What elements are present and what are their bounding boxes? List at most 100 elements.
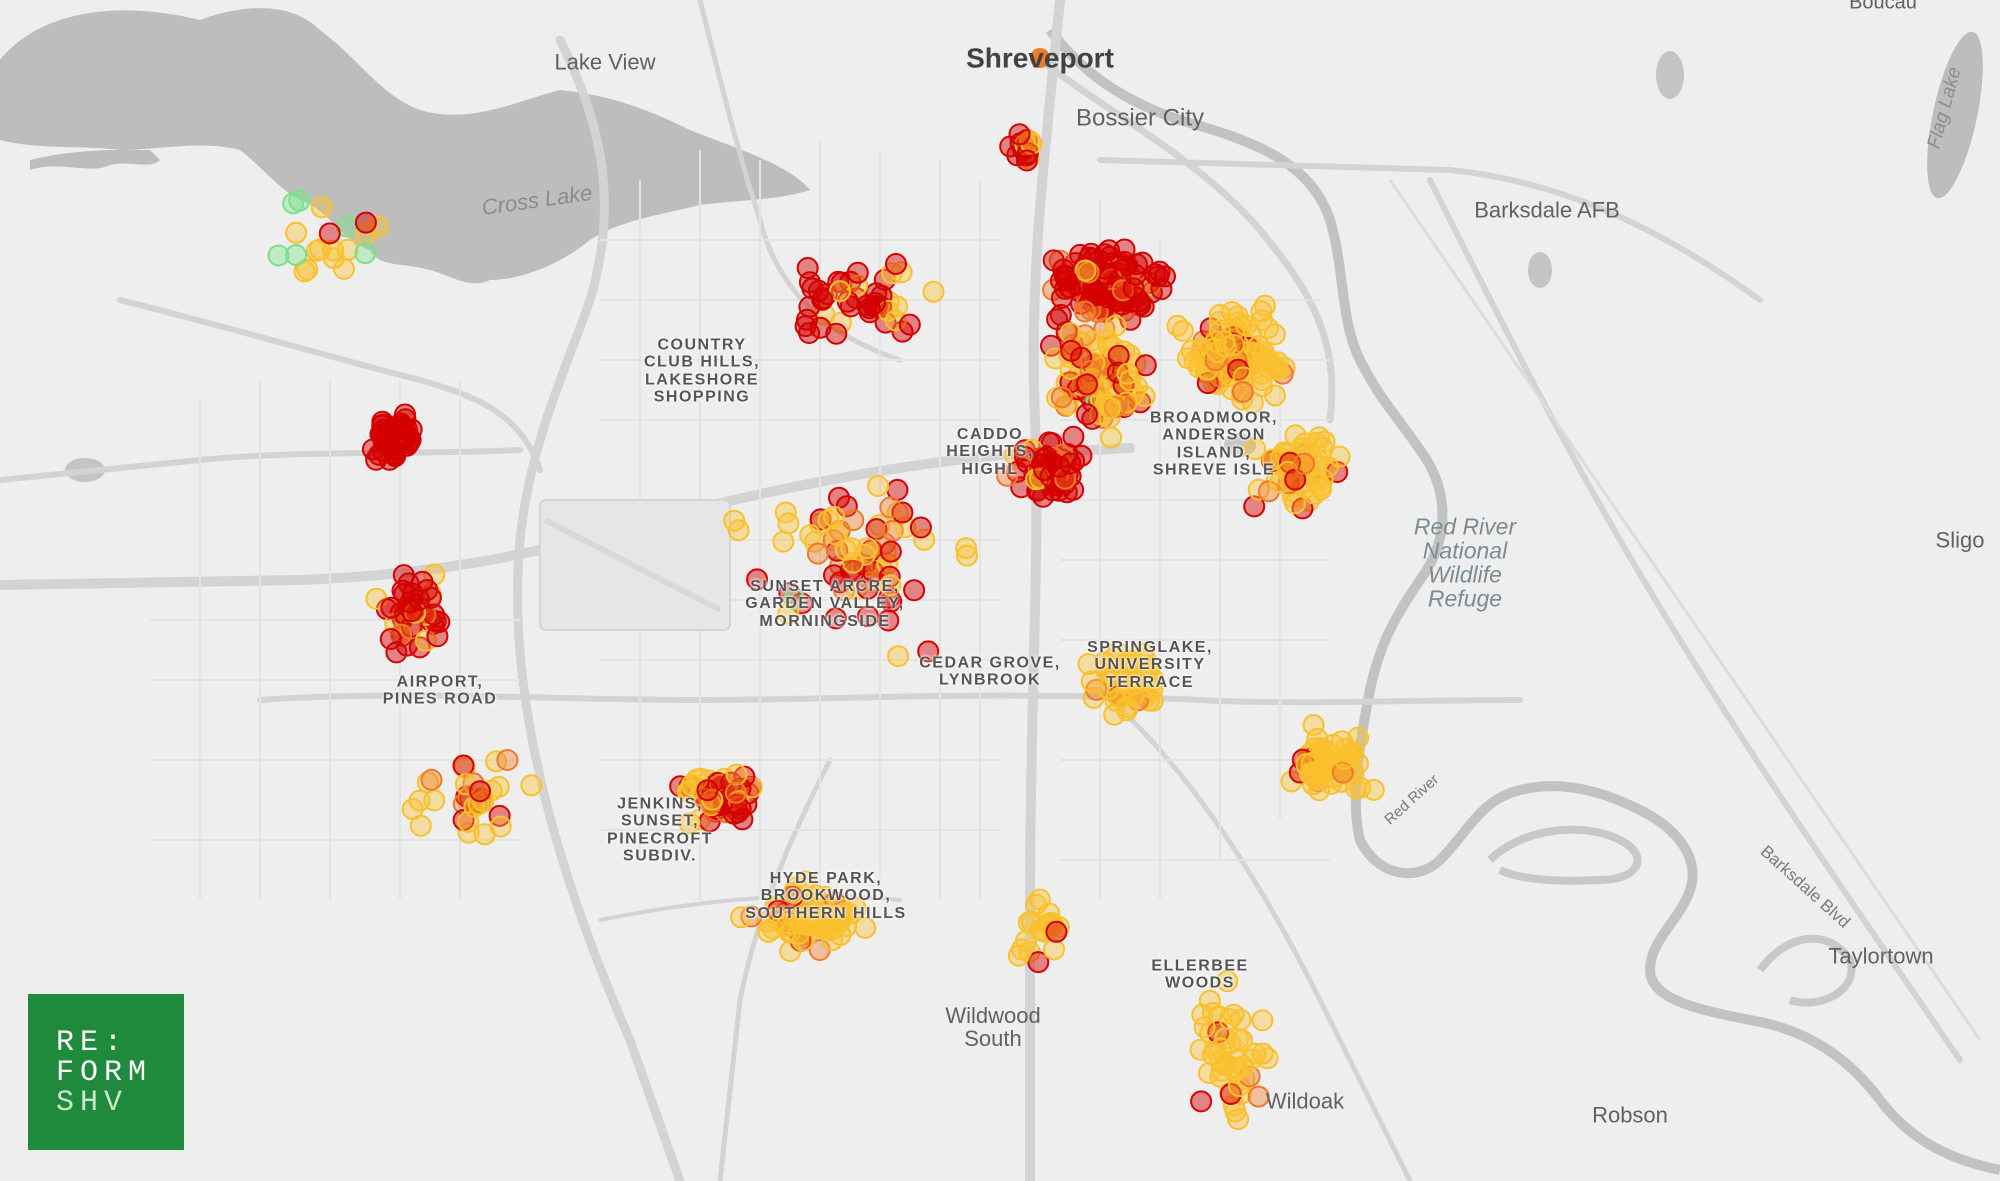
complaint-dot-moderate	[1305, 432, 1328, 454]
complaint-dot-critical	[1124, 263, 1147, 286]
complaint-dot-moderate	[1119, 369, 1141, 392]
reform-shv-logo: RE: FORM SHV	[28, 994, 184, 1150]
complaint-dot-moderate	[1103, 703, 1126, 726]
complaint-dot-critical	[1027, 951, 1050, 974]
red-river	[1046, 26, 2000, 1175]
complaint-dot-moderate	[922, 280, 945, 303]
complaint-dot-moderate	[310, 196, 333, 219]
complaint-dot-moderate	[794, 889, 817, 912]
river-oxbow	[1756, 934, 1856, 1007]
complaint-dot-moderate	[285, 221, 308, 244]
complaint-dot-critical	[385, 641, 408, 664]
complaint-dot-critical	[811, 288, 834, 311]
complaint-dot-high	[724, 781, 747, 804]
complaint-dot-moderate	[457, 810, 480, 833]
complaint-dot-high	[1257, 480, 1280, 503]
complaint-dot-critical	[877, 609, 900, 632]
complaint-dot-moderate	[853, 543, 876, 566]
complaint-dot-high	[1247, 1085, 1270, 1108]
complaint-dot-critical	[1076, 403, 1098, 426]
label-red-river-refuge: Red River National Wildlife Refuge	[1413, 513, 1517, 613]
complaint-dot-moderate	[520, 774, 543, 797]
label-wildwood-south: Wildwood South	[945, 1002, 1041, 1051]
complaint-dot-high	[1293, 452, 1315, 475]
complaint-dot-moderate	[1209, 1037, 1232, 1060]
complaint-dot-moderate	[740, 776, 763, 799]
neighborhood-country-club-hills: COUNTRY CLUB HILLS, LAKESHORE SHOPPING	[643, 336, 761, 406]
complaint-dot-critical	[1219, 1083, 1242, 1105]
complaint-dot-moderate	[1244, 438, 1267, 461]
complaint-dot-critical	[318, 222, 341, 245]
complaint-dot-critical	[380, 596, 403, 619]
complaint-dot-moderate	[838, 902, 861, 925]
label-robson: Robson	[1592, 1102, 1668, 1128]
label-boucau: Boucau	[1849, 0, 1917, 14]
complaint-dot-high	[496, 749, 519, 771]
complaint-dot-high	[879, 496, 902, 519]
pond	[1528, 252, 1552, 288]
complaint-dot-moderate	[296, 258, 319, 281]
complaint-dot-moderate	[825, 523, 848, 546]
complaint-dot-critical	[1062, 425, 1085, 448]
neighborhood-broadmoor: BROADMOOR, ANDERSON ISLAND, SHREVE ISLE	[1150, 409, 1278, 479]
complaint-dot-moderate	[842, 551, 864, 574]
complaint-dot-critical	[829, 571, 852, 594]
complaint-dot-good	[282, 192, 305, 215]
complaint-dot-critical	[426, 625, 449, 648]
complaint-dot-moderate	[366, 215, 389, 238]
complaint-dot-high	[420, 768, 443, 791]
complaint-dot-moderate	[1193, 1016, 1216, 1039]
complaint-dot-moderate	[1263, 323, 1286, 346]
complaint-dot-critical	[824, 607, 847, 630]
complaint-dot-moderate	[1176, 347, 1199, 370]
complaint-dot-moderate	[1213, 330, 1236, 353]
pond	[1656, 51, 1684, 99]
complaint-dot-moderate	[1079, 330, 1102, 353]
complaint-dot-moderate	[1097, 677, 1120, 700]
complaint-dot-good	[267, 244, 290, 267]
complaint-dot-critical	[1190, 1090, 1213, 1113]
complaint-dot-moderate	[1142, 669, 1165, 692]
complaint-dot-critical	[452, 754, 475, 777]
complaint-dot-moderate	[913, 528, 936, 551]
complaint-dot-moderate	[1231, 1029, 1253, 1052]
complaint-dot-moderate	[485, 750, 508, 773]
complaint-dot-moderate	[1096, 328, 1119, 351]
complaint-dot-moderate	[1106, 641, 1129, 664]
complaint-dot-critical	[828, 486, 850, 509]
complaint-dot-moderate	[1251, 1009, 1274, 1032]
complaint-dot-critical	[375, 424, 398, 447]
complaint-dot-moderate	[1256, 1047, 1279, 1070]
complaint-dot-high	[842, 509, 865, 532]
complaint-dot-moderate	[678, 812, 701, 835]
complaint-dot-moderate	[782, 881, 805, 904]
complaint-dot-critical	[1096, 263, 1118, 286]
complaint-dot-critical	[1055, 269, 1078, 292]
complaint-dot-critical	[731, 808, 754, 831]
complaint-dot-high	[806, 542, 829, 565]
complaint-dot-high	[996, 464, 1019, 487]
complaint-dot-moderate	[1311, 468, 1334, 491]
complaint-dot-critical	[411, 570, 434, 593]
complaint-dot-critical	[1144, 263, 1167, 286]
complaint-dot-moderate	[1119, 670, 1142, 692]
complaint-dot-moderate	[821, 929, 844, 952]
complaint-dot-critical	[809, 316, 832, 339]
label-bossier-city: Bossier City	[1075, 104, 1205, 132]
complaint-dot-critical	[1107, 344, 1130, 367]
complaint-dot-critical	[746, 568, 769, 591]
complaint-dot-critical	[696, 779, 719, 802]
complaint-dot-moderate	[1123, 652, 1145, 675]
complaint-dot-moderate	[765, 908, 787, 930]
complaint-dot-moderate	[473, 823, 496, 846]
complaint-dot-critical	[878, 565, 901, 588]
neighborhood-springlake: SPRINGLAKE, UNIVERSITY TERRACE	[1087, 639, 1213, 691]
complaint-dot-moderate	[1100, 426, 1123, 449]
complaint-dot-moderate	[956, 544, 978, 567]
complaint-dot-moderate	[730, 906, 752, 929]
complaint-dot-moderate	[1098, 397, 1121, 419]
complaint-dot-good	[354, 242, 377, 265]
complaint-dot-critical	[903, 579, 926, 602]
complaint-dot-critical	[898, 313, 921, 336]
